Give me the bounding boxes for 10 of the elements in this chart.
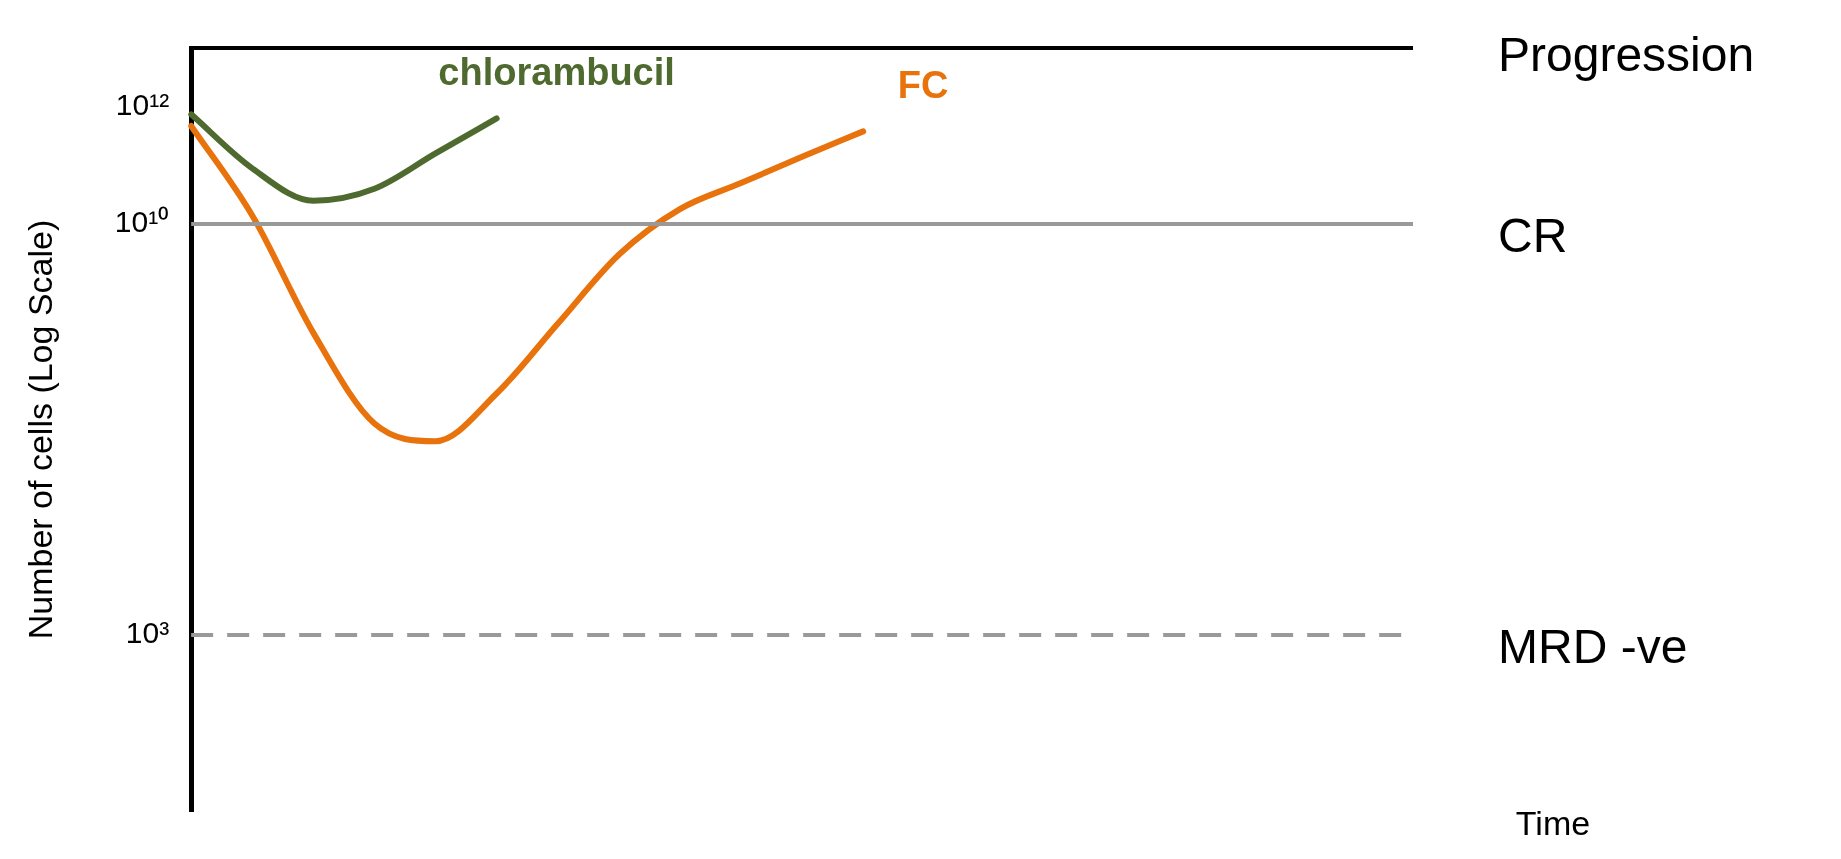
series-label: chlorambucil	[438, 50, 675, 93]
x-axis-title: Time	[1515, 804, 1591, 843]
y-tick-label: 10³	[125, 616, 170, 650]
ref-line-label: CR	[1498, 209, 1568, 263]
ref-line-label: Progression	[1498, 28, 1755, 82]
y-tick-label: 10¹⁰	[114, 205, 170, 239]
series-label: FC	[897, 63, 949, 106]
ref-line-label: MRD -ve	[1498, 620, 1688, 674]
y-axis-title: Number of cells (Log Scale)	[20, 219, 59, 640]
y-tick-label: 10¹²	[115, 87, 170, 121]
